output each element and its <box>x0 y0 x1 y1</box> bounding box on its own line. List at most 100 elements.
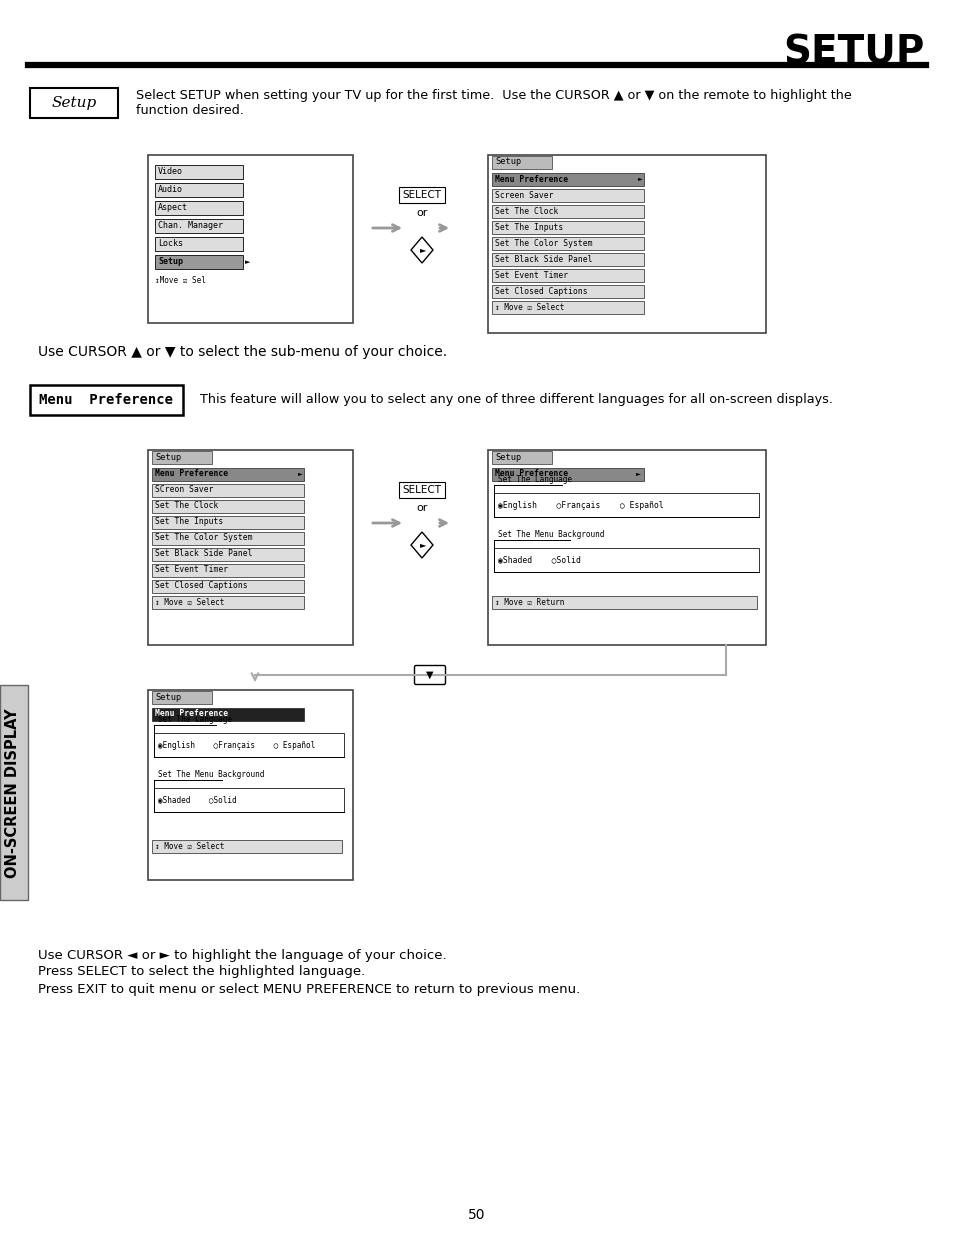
FancyBboxPatch shape <box>148 690 353 881</box>
Text: ↕ Move ☑ Return: ↕ Move ☑ Return <box>495 598 564 606</box>
FancyBboxPatch shape <box>152 548 304 561</box>
Text: Setup: Setup <box>495 452 520 462</box>
Text: Setup: Setup <box>495 158 520 167</box>
FancyBboxPatch shape <box>30 88 118 119</box>
Text: Screen Saver: Screen Saver <box>495 190 553 200</box>
FancyBboxPatch shape <box>492 253 643 266</box>
FancyBboxPatch shape <box>153 734 344 757</box>
FancyBboxPatch shape <box>152 468 304 480</box>
Text: Use CURSOR ◄ or ► to highlight the language of your choice.: Use CURSOR ◄ or ► to highlight the langu… <box>38 948 446 962</box>
Text: Press SELECT to select the highlighted language.: Press SELECT to select the highlighted l… <box>38 966 365 978</box>
Text: Set The Clock: Set The Clock <box>495 206 558 215</box>
Text: ►: ► <box>638 177 642 182</box>
FancyBboxPatch shape <box>148 450 353 645</box>
FancyBboxPatch shape <box>494 548 759 572</box>
Text: Chan. Manager: Chan. Manager <box>158 221 223 231</box>
FancyBboxPatch shape <box>492 205 643 219</box>
Text: 50: 50 <box>468 1208 485 1221</box>
Text: Setup: Setup <box>158 258 183 267</box>
Text: Setup: Setup <box>154 693 181 701</box>
Text: Press EXIT to quit menu or select MENU PREFERENCE to return to previous menu.: Press EXIT to quit menu or select MENU P… <box>38 983 579 995</box>
FancyBboxPatch shape <box>492 269 643 282</box>
Text: Setup: Setup <box>154 452 181 462</box>
Text: Set The Clock: Set The Clock <box>154 501 218 510</box>
FancyBboxPatch shape <box>152 564 304 577</box>
Text: Set The Color System: Set The Color System <box>154 534 253 542</box>
Text: ↕Move ☑ Sel: ↕Move ☑ Sel <box>154 275 206 284</box>
Text: Audio: Audio <box>158 185 183 194</box>
FancyBboxPatch shape <box>152 516 304 529</box>
FancyBboxPatch shape <box>152 532 304 545</box>
FancyBboxPatch shape <box>492 468 643 480</box>
Text: Menu Preference: Menu Preference <box>495 174 568 184</box>
FancyBboxPatch shape <box>154 183 243 198</box>
Text: SELECT: SELECT <box>402 485 441 495</box>
Text: SCreon Saver: SCreon Saver <box>154 485 213 494</box>
Text: ON-SCREEN DISPLAY: ON-SCREEN DISPLAY <box>6 708 20 878</box>
FancyBboxPatch shape <box>30 385 183 415</box>
Text: Set Black Side Panel: Set Black Side Panel <box>495 254 592 263</box>
Text: ◉English    ○Français    ○ Español: ◉English ○Français ○ Español <box>158 741 314 750</box>
FancyBboxPatch shape <box>154 219 243 233</box>
Text: Set Event Timer: Set Event Timer <box>495 270 568 279</box>
FancyBboxPatch shape <box>492 173 643 186</box>
Polygon shape <box>411 532 433 558</box>
Text: ►: ► <box>298 472 303 477</box>
FancyBboxPatch shape <box>494 493 759 517</box>
Text: Set The Inputs: Set The Inputs <box>154 517 223 526</box>
Text: or: or <box>416 503 427 513</box>
Text: ↕ Move ☑ Select: ↕ Move ☑ Select <box>154 841 224 851</box>
FancyBboxPatch shape <box>152 451 212 464</box>
FancyBboxPatch shape <box>492 597 757 609</box>
FancyBboxPatch shape <box>152 708 304 721</box>
FancyBboxPatch shape <box>152 692 212 704</box>
Text: Set Closed Captions: Set Closed Captions <box>154 582 248 590</box>
FancyBboxPatch shape <box>152 597 304 609</box>
FancyBboxPatch shape <box>154 201 243 215</box>
Text: Set Closed Captions: Set Closed Captions <box>495 287 587 295</box>
FancyBboxPatch shape <box>152 580 304 593</box>
FancyBboxPatch shape <box>492 156 552 169</box>
FancyBboxPatch shape <box>0 685 28 900</box>
Text: Set Black Side Panel: Set Black Side Panel <box>154 550 253 558</box>
Text: ►: ► <box>419 541 426 550</box>
FancyBboxPatch shape <box>414 666 445 684</box>
FancyBboxPatch shape <box>492 221 643 233</box>
Text: Set Event Timer: Set Event Timer <box>154 566 228 574</box>
Text: Set The Menu Background: Set The Menu Background <box>497 530 604 538</box>
FancyBboxPatch shape <box>152 500 304 513</box>
Text: This feature will allow you to select any one of three different languages for a: This feature will allow you to select an… <box>200 394 832 406</box>
Text: ►: ► <box>245 259 250 266</box>
Text: ◉Shaded    ○Solid: ◉Shaded ○Solid <box>158 795 236 804</box>
Text: ◉English    ○Français    ○ Español: ◉English ○Français ○ Español <box>497 500 663 510</box>
Text: function desired.: function desired. <box>136 104 244 116</box>
Text: Set The Language: Set The Language <box>158 715 232 724</box>
Text: ↕ Move ☑ Select: ↕ Move ☑ Select <box>154 598 224 606</box>
FancyBboxPatch shape <box>488 156 765 333</box>
FancyBboxPatch shape <box>153 788 344 811</box>
Text: ►: ► <box>419 246 426 254</box>
FancyBboxPatch shape <box>492 285 643 298</box>
FancyBboxPatch shape <box>152 484 304 496</box>
Text: SETUP: SETUP <box>782 33 924 70</box>
Text: Menu Preference: Menu Preference <box>154 709 228 719</box>
Text: Video: Video <box>158 168 183 177</box>
Text: Setup: Setup <box>51 96 96 110</box>
FancyBboxPatch shape <box>154 237 243 251</box>
FancyBboxPatch shape <box>148 156 353 324</box>
FancyBboxPatch shape <box>152 840 341 853</box>
FancyBboxPatch shape <box>492 189 643 203</box>
Text: Use CURSOR ▲ or ▼ to select the sub-menu of your choice.: Use CURSOR ▲ or ▼ to select the sub-menu… <box>38 345 447 359</box>
Text: Locks: Locks <box>158 240 183 248</box>
Polygon shape <box>411 237 433 263</box>
FancyBboxPatch shape <box>488 450 765 645</box>
FancyBboxPatch shape <box>154 165 243 179</box>
Text: Menu Preference: Menu Preference <box>154 469 228 478</box>
FancyBboxPatch shape <box>492 301 643 314</box>
Text: Menu Preference: Menu Preference <box>495 469 568 478</box>
Text: Set The Menu Background: Set The Menu Background <box>158 769 264 779</box>
Text: or: or <box>416 207 427 219</box>
Text: SELECT: SELECT <box>402 190 441 200</box>
Text: Select SETUP when setting your TV up for the first time.  Use the CURSOR ▲ or ▼ : Select SETUP when setting your TV up for… <box>136 89 851 103</box>
FancyBboxPatch shape <box>154 254 243 269</box>
